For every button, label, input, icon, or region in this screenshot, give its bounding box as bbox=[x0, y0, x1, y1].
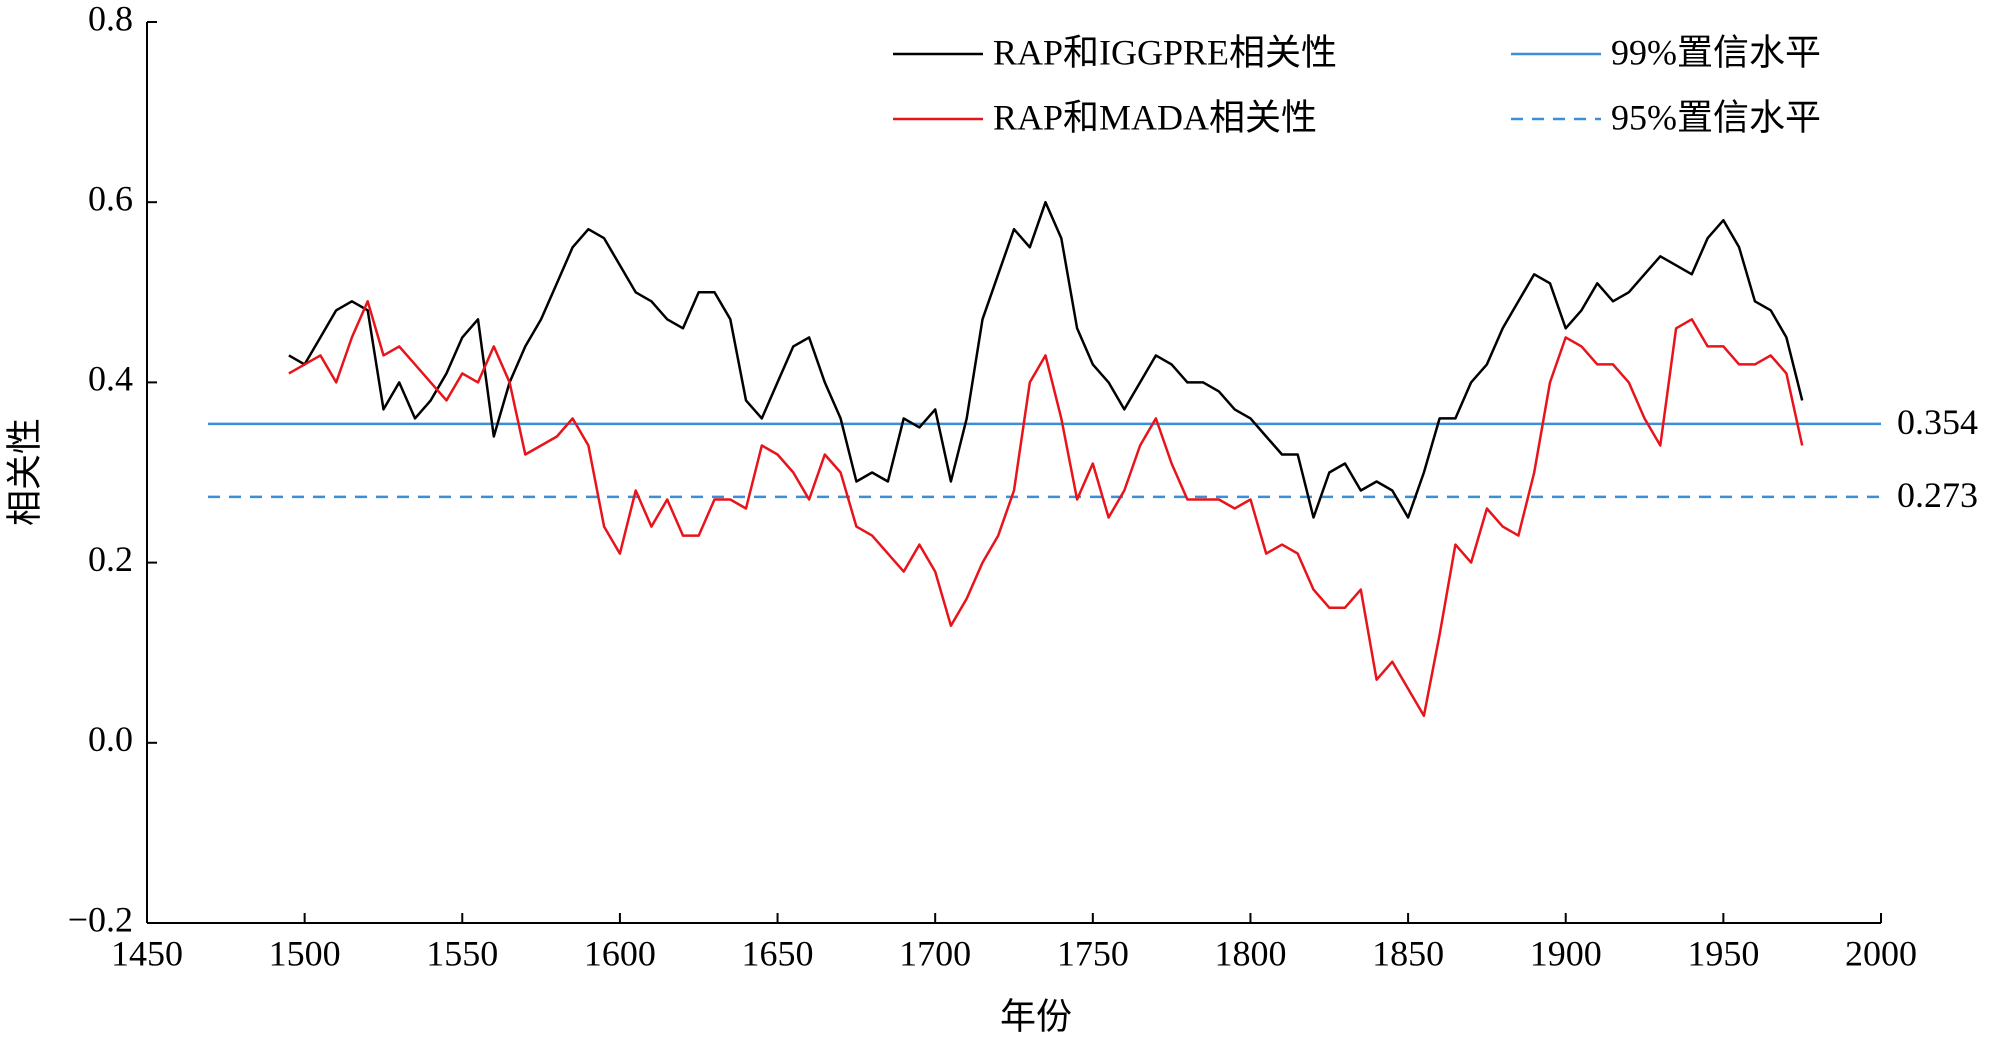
y-tick-label: −0.2 bbox=[68, 899, 133, 939]
legend-label: RAP和MADA相关性 bbox=[993, 97, 1317, 137]
legend-label: RAP和IGGPRE相关性 bbox=[993, 32, 1337, 72]
y-tick-label: 0.8 bbox=[88, 0, 133, 38]
y-tick-label: 0.2 bbox=[88, 539, 133, 579]
y-tick-label: 0.4 bbox=[88, 359, 133, 399]
x-axis-label: 年份 bbox=[1000, 996, 1072, 1036]
x-tick-label: 1850 bbox=[1372, 933, 1444, 973]
x-tick-label: 1800 bbox=[1214, 933, 1286, 973]
x-tick-label: 1900 bbox=[1530, 933, 1602, 973]
reference-label: 0.354 bbox=[1897, 402, 1978, 442]
x-tick-label: 2000 bbox=[1845, 933, 1917, 973]
data-line bbox=[288, 200, 1804, 519]
y-axis-label: 相关性 bbox=[4, 418, 44, 526]
x-tick-label: 1700 bbox=[899, 933, 971, 973]
reference-label: 0.273 bbox=[1897, 475, 1978, 515]
x-tick-label: 1450 bbox=[111, 933, 183, 973]
x-tick-label: 1650 bbox=[742, 933, 814, 973]
y-tick-label: 0.0 bbox=[88, 719, 133, 759]
legend-label: 99%置信水平 bbox=[1611, 32, 1821, 72]
x-tick-label: 1600 bbox=[584, 933, 656, 973]
data-line bbox=[288, 300, 1804, 718]
x-tick-label: 1950 bbox=[1687, 933, 1759, 973]
x-tick-label: 1550 bbox=[426, 933, 498, 973]
legend-label: 95%置信水平 bbox=[1611, 97, 1821, 137]
y-tick-label: 0.6 bbox=[88, 178, 133, 218]
x-tick-label: 1750 bbox=[1057, 933, 1129, 973]
x-tick-label: 1500 bbox=[269, 933, 341, 973]
